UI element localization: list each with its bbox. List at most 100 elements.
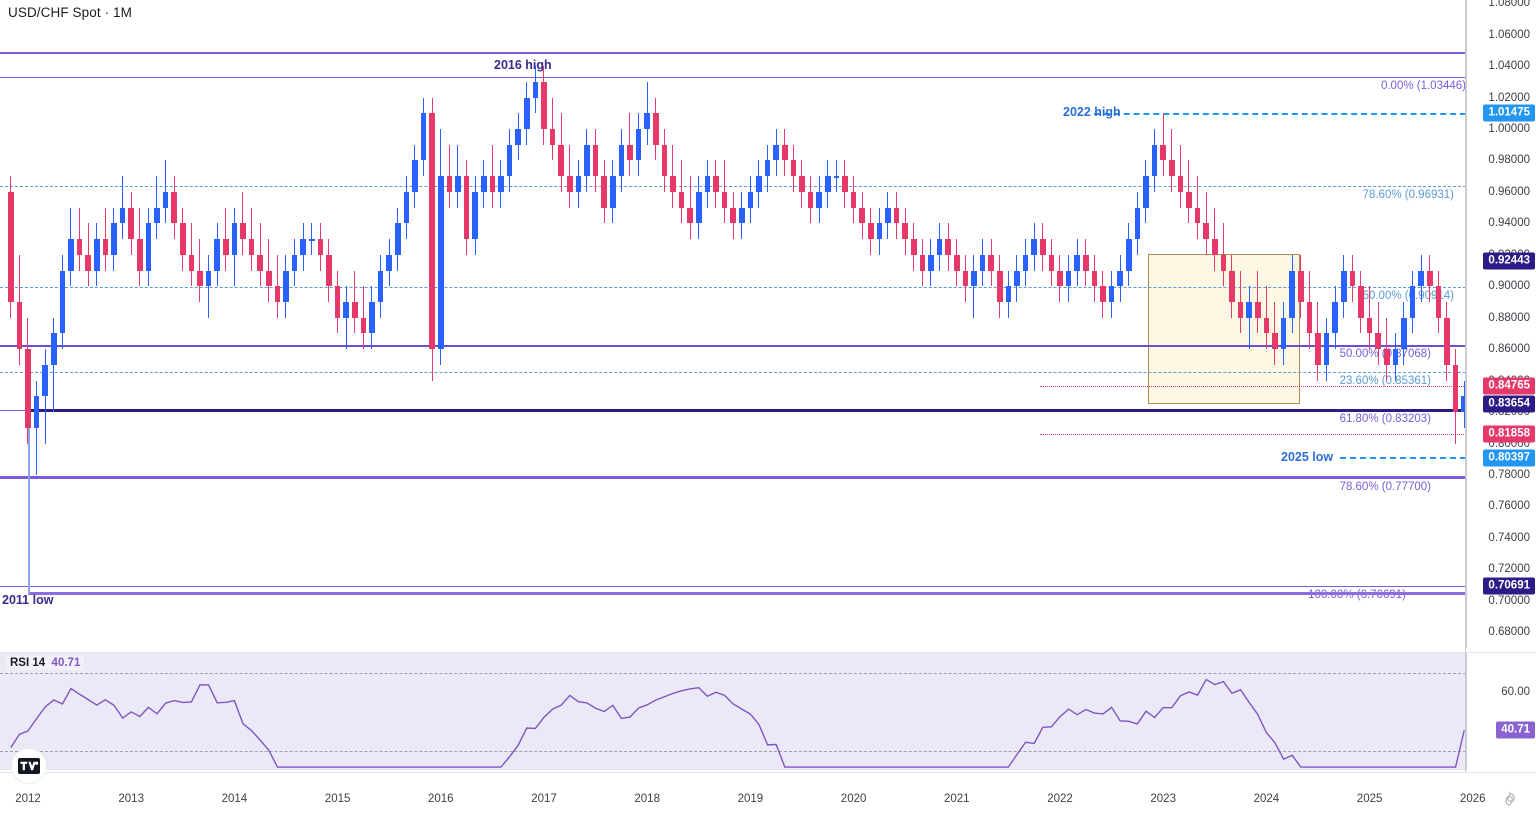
candle-body <box>661 144 668 177</box>
candle-body <box>386 254 392 271</box>
price-plot-area[interactable]: 0.00% (1.03446) 78.60% (0.96931) 50.00% (0… <box>0 0 1466 648</box>
fib-786-line[interactable] <box>0 476 1466 478</box>
symbol-legend[interactable]: USD/CHF Spot · 1M <box>8 5 132 20</box>
price-axis[interactable]: 1.08000 1.06000 1.04000 1.02000 1.00000 0.980… <box>1466 0 1536 648</box>
candle-body <box>549 128 556 145</box>
chart-annotation: 2025 low <box>1281 450 1334 464</box>
candle-body <box>928 254 934 271</box>
candlestick <box>936 0 943 648</box>
candle-body <box>575 176 582 192</box>
candle-body <box>180 223 186 255</box>
candlestick <box>575 0 582 648</box>
candle-wick <box>208 254 210 318</box>
candle-body <box>558 144 564 177</box>
time-axis[interactable]: 2012 2013 2014 2015 2016 2017 2018 2019 2020 2021… <box>0 749 1536 831</box>
candle-body <box>1289 270 1295 318</box>
candlestick <box>1366 0 1373 648</box>
candlestick <box>412 0 418 648</box>
candlestick <box>1126 0 1132 648</box>
candlestick <box>472 0 478 648</box>
price-tick-label: 1.04000 <box>1488 60 1530 73</box>
fib-level-line[interactable] <box>0 77 1466 78</box>
candle-body <box>1048 254 1055 271</box>
candle-body <box>1083 254 1089 271</box>
rsi-legend[interactable]: RSI 14 40.71 <box>6 656 85 670</box>
candle-body <box>154 207 160 224</box>
candle-body <box>463 176 470 240</box>
candlestick <box>25 0 31 648</box>
candlestick <box>1005 0 1012 648</box>
candle-body <box>1255 301 1261 318</box>
candlestick <box>1289 0 1295 648</box>
gear-icon[interactable] <box>1502 791 1518 807</box>
candle-body <box>214 239 220 271</box>
candle-body <box>919 254 926 271</box>
tradingview-logo-icon[interactable] <box>12 749 46 783</box>
candle-wick <box>345 286 347 350</box>
candlestick <box>885 0 891 648</box>
candle-body <box>885 207 891 224</box>
2016-high-line[interactable] <box>0 52 1466 54</box>
candle-wick <box>973 254 975 318</box>
candle-body <box>1461 396 1466 413</box>
candle-body <box>309 239 315 242</box>
candle-body <box>782 144 788 161</box>
candle-body <box>1384 349 1390 365</box>
2011-low-line[interactable] <box>28 592 1466 595</box>
candle-body <box>833 176 840 179</box>
candle-body <box>76 239 83 255</box>
candle-body <box>747 191 754 208</box>
fib-level-line[interactable] <box>0 186 1466 187</box>
candlestick <box>1134 0 1141 648</box>
candle-body <box>515 128 521 145</box>
candle-body <box>850 191 857 208</box>
candlestick <box>979 0 986 648</box>
candlestick <box>928 0 934 648</box>
candlestick <box>541 0 547 648</box>
fib-level-line[interactable] <box>0 372 1466 373</box>
candlestick <box>1263 0 1270 648</box>
major-support-line[interactable] <box>28 409 1466 412</box>
candlestick <box>911 0 917 648</box>
rsi-axis[interactable]: 60.00 40.71 <box>1466 653 1536 770</box>
candlestick <box>807 0 814 648</box>
candlestick <box>653 0 659 648</box>
fib-level-label: 0.00% (1.03446) <box>1380 80 1466 92</box>
candle-body <box>128 207 134 240</box>
year-tick-label: 2018 <box>634 793 660 805</box>
fib-level-line[interactable] <box>0 478 1466 479</box>
candle-body <box>979 254 986 271</box>
candlestick <box>455 0 461 648</box>
candle-body <box>945 239 951 255</box>
candle-body <box>119 207 126 224</box>
candlestick <box>326 0 332 648</box>
candlestick <box>197 0 203 648</box>
candlestick <box>360 0 367 648</box>
fib-level-line[interactable] <box>0 287 1466 288</box>
mid-support-line[interactable] <box>0 345 1466 347</box>
candle-wick <box>552 97 554 161</box>
candle-body <box>997 270 1003 302</box>
candle-wick <box>689 176 691 240</box>
current-price-dotted-line <box>1040 434 1466 435</box>
candle-body <box>592 144 599 177</box>
candlestick <box>842 0 848 648</box>
candle-wick <box>53 317 55 413</box>
candle-wick <box>1248 286 1250 350</box>
candlestick <box>1409 0 1416 648</box>
candle-body <box>644 113 650 129</box>
rsi-pane: RSI 14 40.71 60.00 40.71 <box>0 652 1536 770</box>
candlestick <box>1212 0 1218 648</box>
candlestick <box>283 0 289 648</box>
rsi-oversold-line <box>0 751 1466 753</box>
price-badge-current-bid: 0.81858 <box>1483 425 1535 443</box>
rsi-plot-area[interactable]: RSI 14 40.71 <box>0 653 1466 770</box>
fib-level-line[interactable] <box>0 586 1466 587</box>
candlestick <box>16 0 23 648</box>
price-tick-label: 1.06000 <box>1488 28 1530 41</box>
candle-body <box>816 191 822 208</box>
candlestick <box>51 0 57 648</box>
candle-body <box>438 176 444 350</box>
candlestick <box>248 0 255 648</box>
candle-body <box>1203 223 1209 240</box>
